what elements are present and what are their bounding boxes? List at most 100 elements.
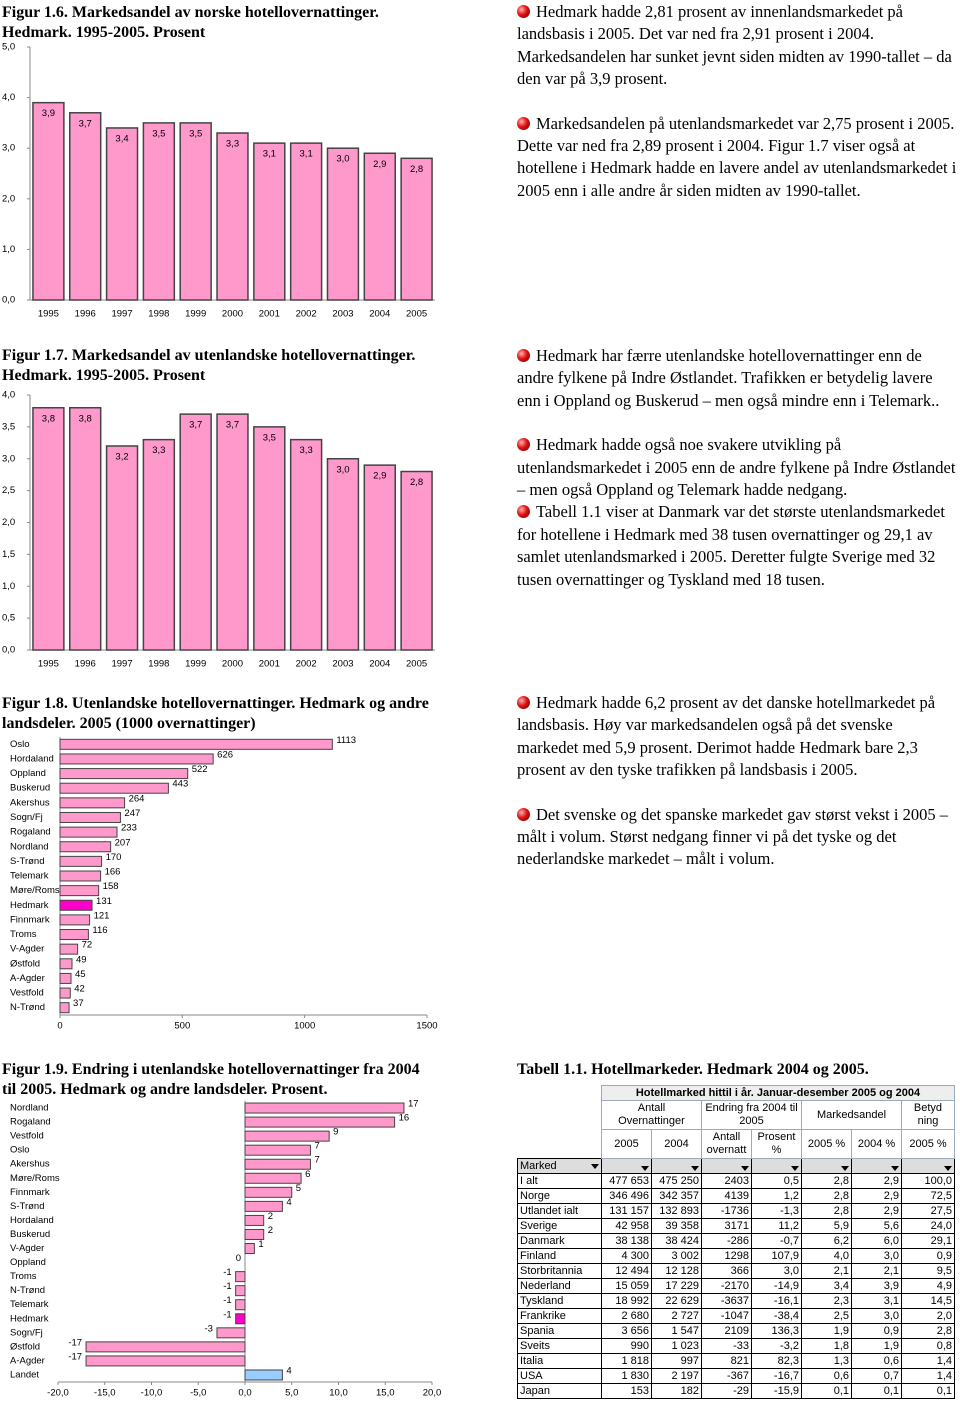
bar [59,943,79,955]
bar [400,157,433,301]
blank-cell [517,1085,602,1101]
text-block: Hedmark hadde 6,2 prosent av det danske … [517,692,957,893]
bar [69,112,102,301]
bar [244,1144,311,1156]
bar [59,782,169,794]
table-cell: Japan [517,1383,602,1399]
table-cell: 1 818 [601,1353,652,1369]
bullet [517,116,530,130]
value-label: -1 [223,1267,231,1278]
table-cell: 2,8 [801,1188,852,1204]
category-label: Finnmark [10,914,50,925]
dropdown-arrow[interactable] [591,1164,599,1169]
bar [235,1285,246,1297]
dropdown-arrow[interactable] [691,1165,699,1171]
bar [59,738,333,750]
x-tick-label: 0 [57,1021,62,1032]
paragraph-text: Hedmark hadde 2,81 prosent av innenlands… [517,2,952,89]
table-cell: 3,9 [851,1278,902,1294]
x-tick-label: 2000 [222,309,243,320]
table-cell: 0,6 [851,1353,902,1369]
table-cell: 1 830 [601,1368,652,1384]
value-label: 3,8 [42,413,55,424]
x-tick-label: 10,0 [329,1388,348,1399]
bar [244,1200,283,1212]
value-label: 3,7 [79,118,92,129]
x-tick-label: 1997 [111,659,132,670]
header-cell: Betyd ning [901,1100,955,1130]
table-cell: -14,9 [751,1278,802,1294]
dropdown-arrow[interactable] [891,1165,899,1171]
table-cell: Danmark [517,1233,602,1249]
table-cell: -29 [701,1383,752,1399]
value-label: 207 [115,837,131,848]
table-cell: -15,9 [751,1383,802,1399]
y-tick-label: 2,5 [2,485,15,496]
table-cell: Utlandet ialt [517,1203,602,1219]
bar [179,413,212,651]
value-label: 3,5 [189,128,202,139]
table-cell: 2,5 [801,1308,852,1324]
dropdown-arrow[interactable] [944,1165,952,1171]
table-cell: 2,9 [851,1188,902,1204]
table-cell: -1047 [701,1308,752,1324]
table-cell: 39 358 [651,1218,702,1234]
category-label: Vestfold [10,988,44,999]
bar [59,841,112,853]
value-label: 116 [92,925,107,936]
dropdown-arrow[interactable] [791,1165,799,1171]
category-label: Hedmark [10,1313,49,1324]
bar [244,1369,283,1381]
header-cell: 2004 [651,1129,702,1159]
value-label: 3,9 [42,108,55,119]
table-cell: 0,1 [801,1383,852,1399]
y-tick-label: 3,5 [2,421,15,432]
paragraph: Hedmark hadde 2,81 prosent av innenlands… [517,1,957,91]
table-cell: 1,4 [901,1368,955,1384]
table-cell: -33 [701,1338,752,1354]
table-cell: 2,8 [801,1203,852,1219]
data-row: I alt 477 653 475 250 2403 0,5 2,8 2,9 100,0 [517,1173,955,1189]
category-label: Oslo [10,1145,30,1156]
table-cell: 2 197 [651,1368,702,1384]
value-label: 1113 [336,735,356,746]
table-cell: 5,6 [851,1218,902,1234]
bar [142,122,176,301]
table-cell: 0,1 [851,1383,902,1399]
value-label: 3,0 [336,154,349,165]
value-label: 4 [286,1197,291,1208]
y-tick-label: 5,0 [2,42,15,53]
category-label: S-Trønd [10,1201,44,1212]
bar [244,1116,396,1128]
table-cell: 477 653 [601,1173,652,1189]
table-cell: Sveits [517,1338,602,1354]
paragraph-text: Hedmark hadde 6,2 prosent av det danske … [517,693,936,780]
bar [244,1172,302,1184]
x-tick-label: -20,0 [47,1388,69,1399]
value-label: -3 [204,1323,212,1334]
x-tick-label: 2003 [332,309,353,320]
table-cell: -367 [701,1368,752,1384]
category-label: Østfold [10,1341,40,1352]
table-cell: 11,2 [751,1218,802,1234]
value-label: 3,5 [152,128,165,139]
bar [253,426,286,651]
dropdown-arrow[interactable] [741,1165,749,1171]
bar [59,811,121,823]
bar [244,1243,255,1255]
bullet [517,5,530,18]
value-label: -1 [223,1295,231,1306]
dropdown-arrow[interactable] [641,1165,649,1171]
dropdown-arrow[interactable] [841,1165,849,1171]
table-cell: 9,5 [901,1263,955,1279]
data-row: USA 1 830 2 197 -367 -16,7 0,6 0,7 1,4 [517,1368,955,1384]
bar [235,1299,246,1311]
x-tick-label: 1995 [38,309,59,320]
value-label: 2 [268,1225,273,1236]
filter-cell [751,1158,802,1174]
bar [59,958,73,970]
bar [400,470,433,651]
table-cell: Spania [517,1323,602,1339]
category-label: Oppland [10,1257,46,1268]
figure-title: Figur 1.6. Markedsandel av norske hotell… [2,4,379,41]
